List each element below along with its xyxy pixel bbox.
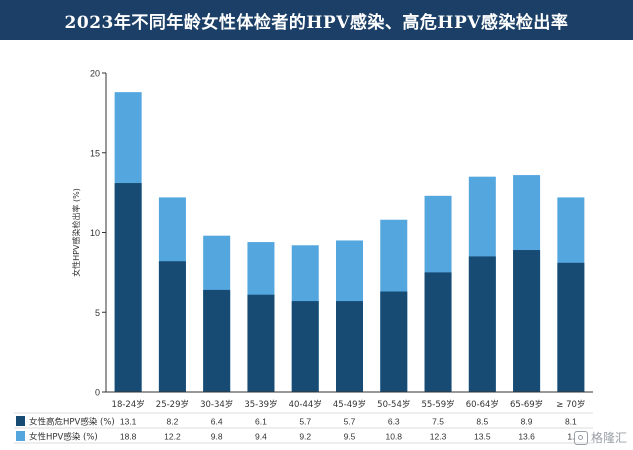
x-tick-label: ≥ 70岁 <box>556 399 585 410</box>
table-value: 5.7 <box>344 417 356 427</box>
watermark-text: 格隆汇 <box>590 431 627 445</box>
table-value: 9.5 <box>344 432 356 442</box>
y-tick-label: 20 <box>90 69 100 79</box>
table-value: 6.4 <box>211 417 223 427</box>
x-tick-label: 40-44岁 <box>289 399 322 410</box>
table-value: 9.4 <box>255 432 267 442</box>
bar-high-risk <box>513 250 541 392</box>
table-value: 6.1 <box>255 417 267 427</box>
legend-swatch <box>16 416 25 426</box>
x-tick-label: 30-34岁 <box>200 399 233 410</box>
x-tick-label: 25-29岁 <box>156 399 189 410</box>
table-value: 12.2 <box>164 432 181 442</box>
y-axis-label: 女性HPV感染检出率 (%) <box>71 188 81 277</box>
y-tick-label: 5 <box>95 308 100 318</box>
chart-title: 2023年不同年龄女性体检者的HPV感染、高危HPV感染检出率 <box>64 12 569 33</box>
legend-swatch <box>16 431 25 441</box>
bar-high-risk <box>424 272 452 392</box>
table-value: 8.1 <box>565 417 577 427</box>
title-bar: 2023年不同年龄女性体检者的HPV感染、高危HPV感染检出率 <box>0 0 633 40</box>
table-value: 13.1 <box>120 417 137 427</box>
legend-label: 女性HPV感染 (%) <box>29 432 98 443</box>
table-value: 8.5 <box>476 417 488 427</box>
table-value: 6.3 <box>388 417 400 427</box>
table-value: 8.2 <box>166 417 178 427</box>
bar-high-risk <box>291 301 319 392</box>
x-tick-label: 50-54岁 <box>377 399 410 410</box>
bar-high-risk <box>203 289 231 392</box>
x-tick-label: 45-49岁 <box>333 399 366 410</box>
y-tick-label: 10 <box>90 228 100 238</box>
table-value: 1. <box>567 432 574 442</box>
watermark: 格隆汇 <box>573 429 627 446</box>
table-value: 8.9 <box>521 417 533 427</box>
table-value: 9.2 <box>299 432 311 442</box>
x-tick-label: 60-64岁 <box>466 399 499 410</box>
y-tick-label: 0 <box>95 388 100 398</box>
bar-high-risk <box>557 262 585 392</box>
bar-high-risk <box>158 261 186 392</box>
table-value: 13.6 <box>518 432 535 442</box>
table-value: 18.8 <box>120 432 137 442</box>
bar-high-risk <box>114 183 142 392</box>
table-value: 9.8 <box>211 432 223 442</box>
table-value: 5.7 <box>299 417 311 427</box>
x-tick-label: 35-39岁 <box>244 399 277 410</box>
table-value: 10.8 <box>385 432 402 442</box>
y-tick-label: 15 <box>90 148 100 158</box>
x-tick-label: 18-24岁 <box>112 399 145 410</box>
bar-high-risk <box>247 294 275 392</box>
x-tick-label: 55-59岁 <box>421 399 454 410</box>
chart: 0 5 10 15 20 女性HPV感染检出率 (%) 18-24岁 25-29岁 30-34岁… <box>14 69 593 444</box>
bar-high-risk <box>468 256 496 392</box>
bar-high-risk <box>380 291 408 392</box>
x-tick-label: 65-69岁 <box>510 399 543 410</box>
bar-high-risk <box>336 301 363 392</box>
table-value: 12.3 <box>430 432 447 442</box>
table-value: 13.5 <box>474 432 491 442</box>
gelonghui-logo-icon <box>573 430 588 445</box>
legend-label: 女性高危HPV感染 (%) <box>29 417 115 428</box>
table-value: 7.5 <box>432 417 444 427</box>
